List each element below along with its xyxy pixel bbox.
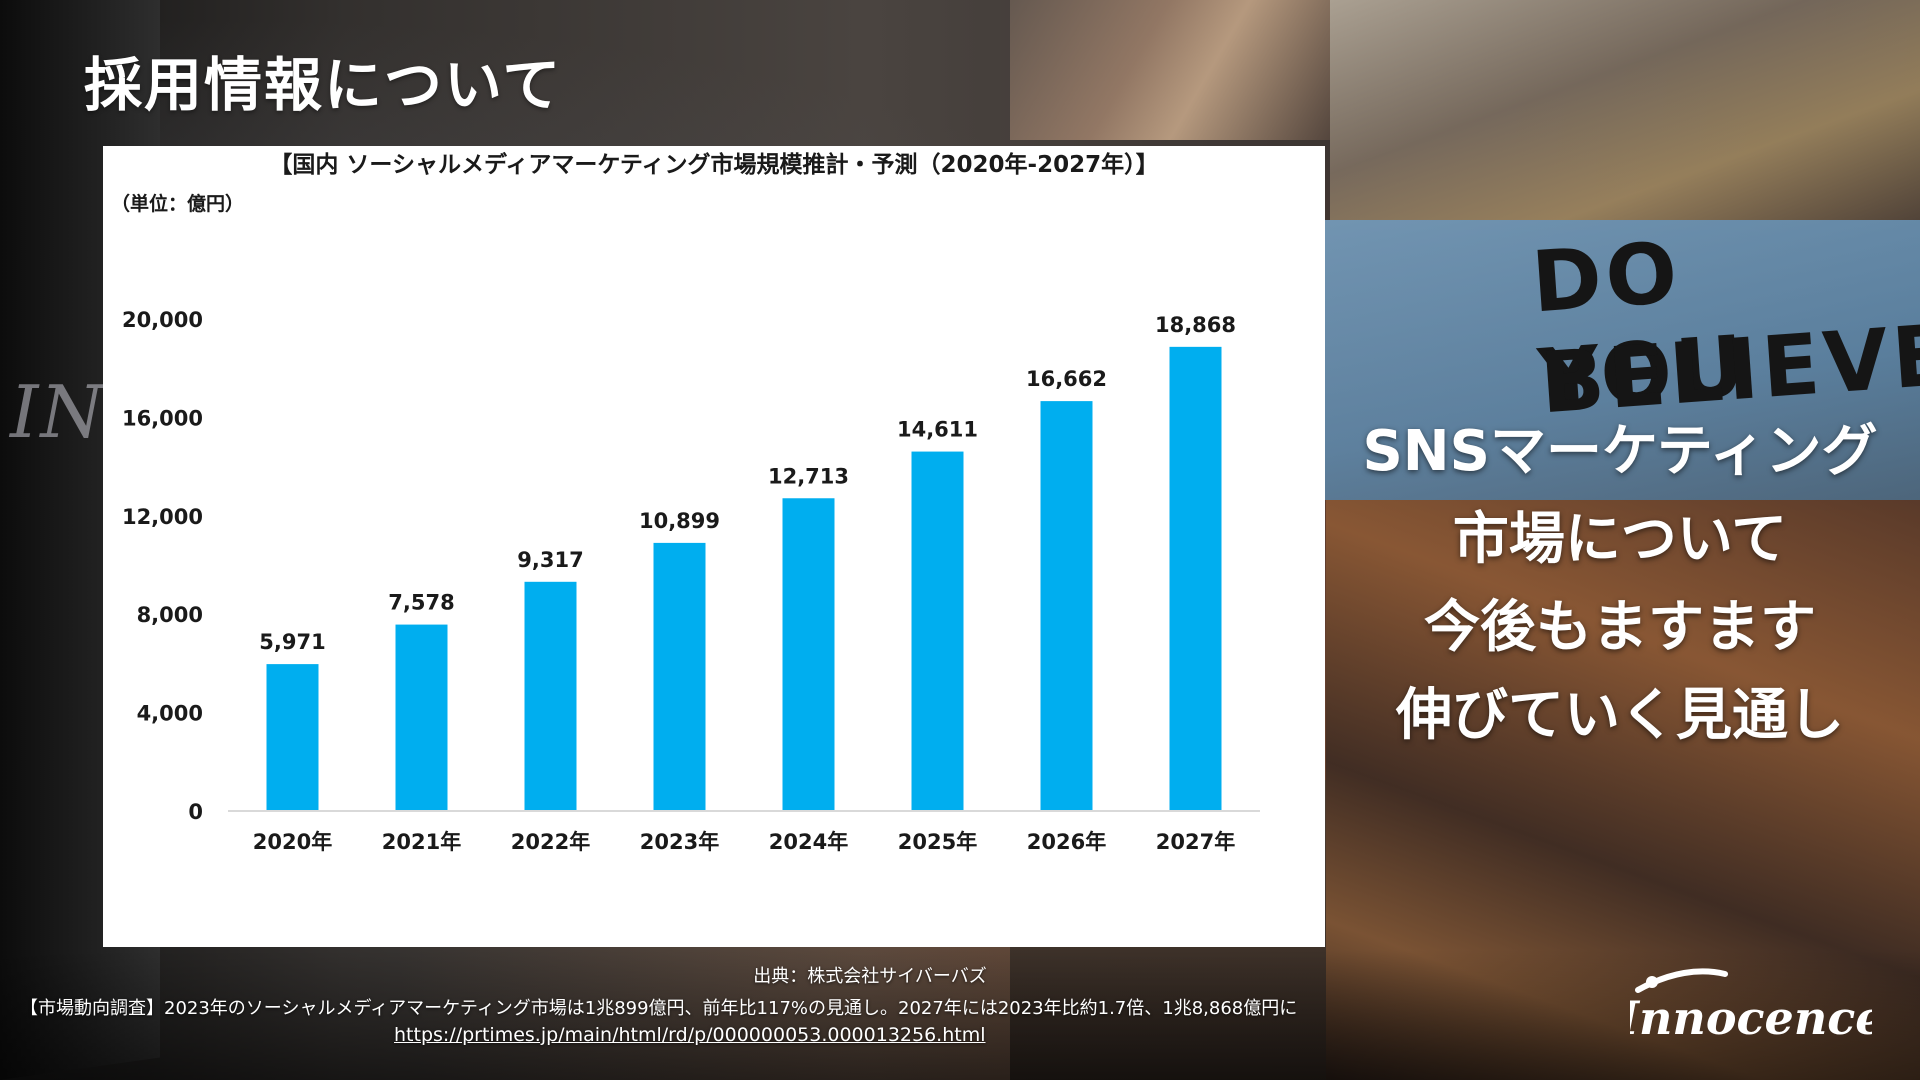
y-tick-label: 4,000 [137,702,203,726]
x-tick-label: 2023年 [640,830,719,854]
brand-logo-text: Innocence [1630,991,1872,1045]
bar-2027年 [1169,346,1222,811]
data-label: 5,971 [259,630,325,654]
source-credit: 出典：株式会社サイバーバズ [753,966,987,987]
data-labels: 5,971 7,578 9,317 10,899 12,713 14,611 16,662 1… [259,313,1236,654]
y-tick-label: 0 [188,800,203,824]
side-message-line: 伸びていく見通し [1396,683,1844,748]
y-tick-label: 8,000 [137,603,203,627]
data-label: 10,899 [639,509,720,533]
chart-title: 【国内 ソーシャルメディアマーケティング市場規模推計・予測（2020年-2027… [269,151,1158,178]
brand-logo-dot [1646,976,1658,988]
brand-logo: Innocence [1630,968,1872,1045]
bar-2021年 [395,624,448,811]
x-axis: 2020年 2021年 2022年 2023年 2024年 2025年 2026年 2027年 [253,830,1235,854]
source-link[interactable]: https://prtimes.jp/main/html/rd/p/000000… [394,1024,986,1046]
data-label: 14,611 [897,418,978,442]
side-message-line: SNSマーケティング [1362,419,1878,484]
data-label: 7,578 [388,591,454,615]
y-axis: 0 4,000 8,000 12,000 16,000 20,000 [122,308,203,824]
bar-series [266,346,1222,811]
chart-unit-label: （単位：億円） [111,192,244,215]
bar-2023年 [653,542,706,811]
bar-2020年 [266,664,319,811]
x-tick-label: 2027年 [1156,830,1235,854]
x-tick-label: 2020年 [253,830,332,854]
side-message: SNSマーケティング 市場について 今後もますます 伸びていく見通し [1320,408,1920,760]
background-poster [1325,220,1920,500]
y-tick-label: 16,000 [122,406,203,430]
bar-2022年 [524,581,577,811]
y-tick-label: 20,000 [122,308,203,332]
data-label: 9,317 [517,548,583,572]
x-tick-label: 2022年 [511,830,590,854]
x-tick-label: 2024年 [769,830,848,854]
bar-2025年 [911,451,964,811]
x-tick-label: 2025年 [898,830,977,854]
side-message-line: 今後もますます [1424,595,1816,660]
data-label: 18,868 [1155,313,1236,337]
bar-2026年 [1040,401,1093,811]
x-tick-label: 2021年 [382,830,461,854]
chart-card: 【国内 ソーシャルメディアマーケティング市場規模推計・予測（2020年-2027… [103,146,1325,947]
source-headline: 【市場動向調査】2023年のソーシャルメディアマーケティング市場は1兆899億円… [20,998,1298,1019]
side-message-line: 市場について [1452,507,1788,572]
bar-chart: 【国内 ソーシャルメディアマーケティング市場規模推計・予測（2020年-2027… [111,151,1260,854]
page-title: 採用情報について [84,51,563,119]
data-label: 12,713 [768,464,849,488]
background-floor [0,950,1920,1080]
background-collage [1010,0,1330,140]
bar-2024年 [782,498,835,811]
background-collage [1330,0,1920,220]
y-tick-label: 12,000 [122,505,203,529]
x-tick-label: 2026年 [1027,830,1106,854]
data-label: 16,662 [1026,367,1107,391]
